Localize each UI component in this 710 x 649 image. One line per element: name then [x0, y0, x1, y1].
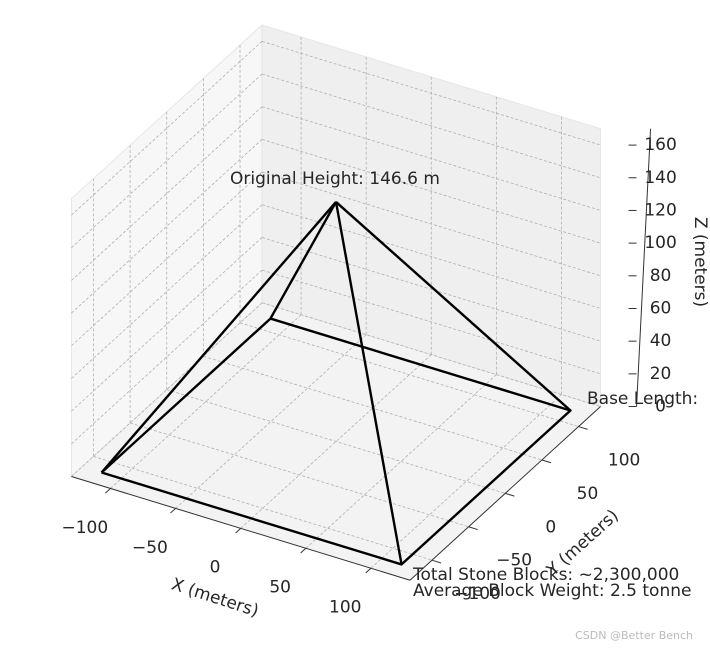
tick-mark	[300, 547, 307, 554]
annotation: Base Length:	[587, 389, 698, 409]
watermark: CSDN @Better Bench	[575, 629, 693, 642]
y-axis-line	[409, 406, 601, 581]
y-tick-label: −50	[496, 551, 532, 571]
annotation: Original Height: 146.6 m	[230, 169, 440, 189]
tick-mark	[170, 508, 176, 514]
x-tick-label: −50	[132, 538, 168, 558]
tick-mark	[468, 526, 478, 531]
annotation: Total Stone Blocks: ~2,300,000	[412, 565, 679, 585]
z-tick-label: 40	[650, 331, 672, 351]
grid-line	[110, 314, 302, 489]
edge-line	[269, 201, 338, 320]
grid-line	[93, 456, 433, 561]
tick-mark	[578, 426, 588, 430]
grid-line	[71, 302, 263, 477]
grid-line	[261, 204, 601, 309]
y-tick-label: 100	[608, 451, 640, 471]
x-axis-line	[71, 475, 411, 581]
z-tick-label: 100	[644, 233, 676, 253]
x-tick-label: 100	[329, 598, 361, 618]
grid-line	[261, 237, 601, 342]
grid-line	[261, 40, 601, 146]
edge-line	[100, 201, 337, 474]
x-tick-label: −100	[62, 518, 109, 538]
grid-line	[261, 139, 601, 244]
tick-mark	[235, 527, 242, 534]
plot	[100, 201, 572, 566]
grid-line	[71, 41, 263, 216]
tick-mark	[541, 459, 552, 464]
grid-line	[166, 389, 506, 494]
edge-line	[334, 201, 403, 565]
grid-line	[261, 73, 601, 179]
grid-line	[370, 394, 562, 569]
grid-line	[71, 237, 263, 412]
z-tick-label: 60	[650, 298, 672, 318]
grid-line	[71, 204, 263, 379]
panes	[70, 23, 652, 581]
z-axis-line	[636, 128, 652, 407]
grid-line	[239, 322, 579, 427]
grid-line	[240, 354, 432, 529]
grid-line	[71, 269, 263, 445]
z-tick-label: 140	[644, 168, 676, 188]
x-axis-label: X (meters)	[169, 575, 261, 622]
grid-line	[305, 374, 497, 549]
x-tick-label: 50	[269, 578, 291, 598]
grid-line	[129, 422, 469, 528]
grid-line	[71, 139, 263, 314]
z-axis-label: Z (meters)	[690, 217, 710, 307]
tick-mark	[431, 559, 442, 564]
z-tick-label: 20	[650, 364, 672, 384]
tick-mark	[105, 488, 111, 494]
grid-line	[175, 334, 367, 509]
y-tick-label: −100	[454, 584, 501, 604]
tick-mark	[505, 492, 515, 497]
z-tick-label: 80	[650, 266, 672, 286]
grid-line	[261, 302, 601, 407]
z-tick-label: 160	[644, 135, 676, 155]
y-tick-label: 0	[545, 517, 556, 537]
z-tick-label: 0	[655, 397, 666, 417]
grid-line	[71, 106, 263, 281]
grid-line	[71, 73, 263, 249]
grid-line	[261, 171, 601, 277]
tick-mark	[365, 567, 372, 574]
grid-line	[71, 171, 263, 347]
grid-line	[261, 106, 601, 211]
annotation: Average Block Weight: 2.5 tonne	[413, 581, 691, 601]
y-tick-label: 50	[577, 484, 599, 504]
grid-line	[261, 269, 601, 375]
edge-line	[335, 201, 572, 412]
z-tick-label: 120	[644, 200, 676, 220]
x-tick-label: 0	[210, 558, 221, 578]
